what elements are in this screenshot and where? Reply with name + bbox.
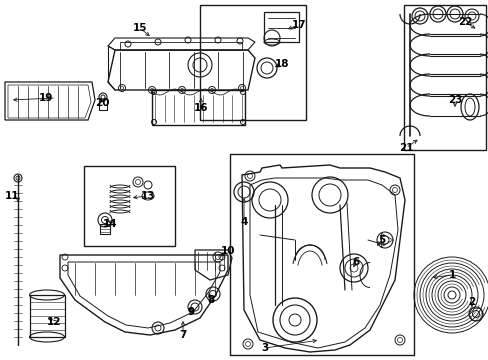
Text: 7: 7 (179, 330, 186, 340)
Text: 14: 14 (102, 219, 117, 229)
Text: 3: 3 (261, 343, 268, 353)
Text: 16: 16 (193, 103, 208, 113)
Bar (30, 295, 65, 337)
Text: 18: 18 (274, 59, 289, 69)
Bar (84, 166, 175, 246)
Text: 4: 4 (240, 217, 247, 227)
Text: 5: 5 (378, 235, 385, 245)
Text: 20: 20 (95, 98, 109, 108)
Text: 2: 2 (468, 297, 475, 307)
Bar (100, 224, 110, 234)
Bar (403, 5, 485, 150)
Bar (200, 5, 305, 120)
Text: 10: 10 (220, 246, 235, 256)
Text: 22: 22 (457, 17, 471, 27)
Bar (229, 154, 413, 355)
Text: 12: 12 (47, 317, 61, 327)
Text: 9: 9 (187, 307, 194, 317)
Text: 1: 1 (447, 270, 455, 280)
Bar (264, 12, 298, 42)
Text: 11: 11 (5, 191, 19, 201)
Text: 6: 6 (352, 257, 359, 267)
Bar (152, 90, 244, 125)
Text: 23: 23 (447, 95, 461, 105)
Text: 17: 17 (291, 20, 305, 30)
Text: 13: 13 (141, 191, 155, 201)
Text: 15: 15 (132, 23, 147, 33)
Text: 8: 8 (207, 295, 214, 305)
Text: 21: 21 (398, 143, 412, 153)
Bar (120, 42, 242, 50)
Text: 19: 19 (39, 93, 53, 103)
